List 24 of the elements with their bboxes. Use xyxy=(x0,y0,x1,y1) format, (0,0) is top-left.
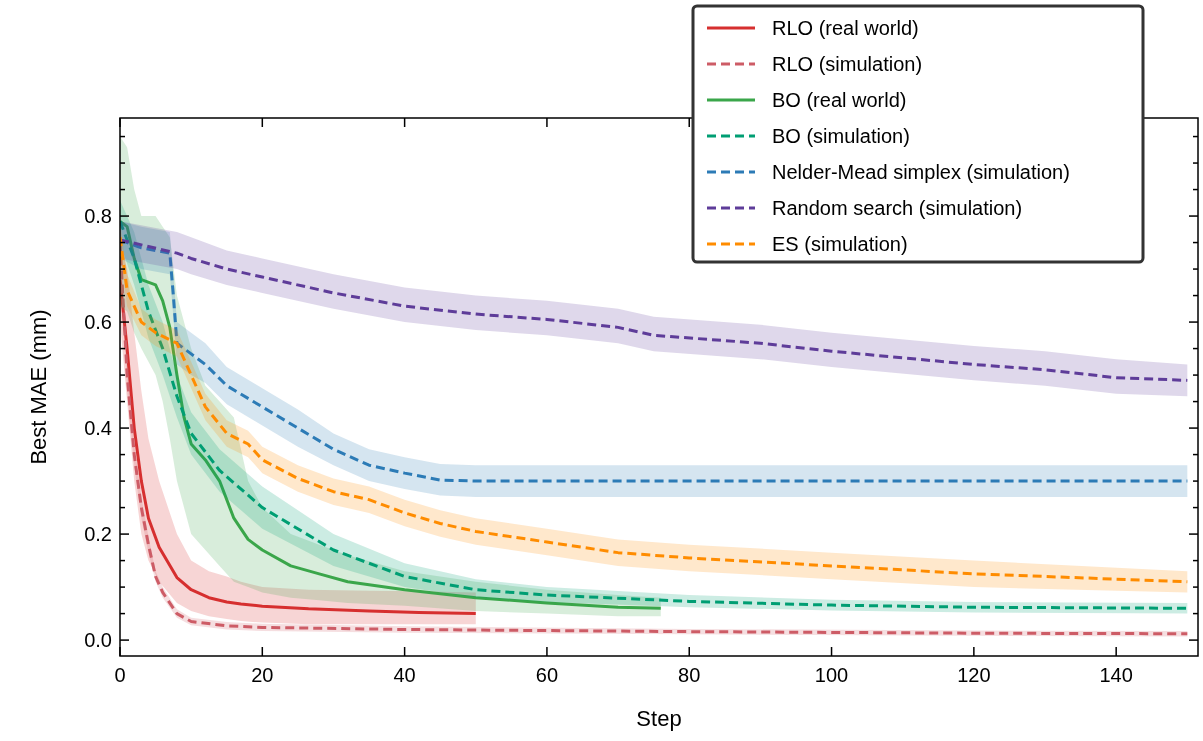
y-tick-label: 0.8 xyxy=(84,205,112,228)
x-axis-title: Step xyxy=(636,706,682,731)
x-tick-label: 80 xyxy=(678,664,701,686)
x-tick-label: 0 xyxy=(114,664,126,686)
line-series xyxy=(120,238,1189,382)
x-tick-label: 40 xyxy=(393,664,416,686)
legend-label: Nelder-Mead simplex (simulation) xyxy=(772,161,1070,183)
y-tick-label: 0.4 xyxy=(84,417,112,440)
legend-label: ES (simulation) xyxy=(772,233,908,255)
y-tick-label: 0.2 xyxy=(84,523,112,546)
legend-label: BO (real world) xyxy=(772,89,907,111)
x-tick-label: 100 xyxy=(814,664,849,686)
y-axis-title: Best MAE (mm) xyxy=(26,309,51,465)
legend-label: RLO (simulation) xyxy=(772,53,923,75)
y-tick-label: 0.6 xyxy=(84,311,112,334)
legend-label: RLO (real world) xyxy=(772,17,919,39)
legend-label: Random search (simulation) xyxy=(772,197,1023,219)
line-series xyxy=(120,219,663,610)
x-tick-label: 60 xyxy=(535,664,559,686)
x-tick-label: 140 xyxy=(1099,664,1133,686)
legend-label: BO (simulation) xyxy=(772,125,910,147)
x-tick-label: 20 xyxy=(251,664,274,686)
x-tick-label: 120 xyxy=(957,664,991,686)
y-tick-label: 0.0 xyxy=(84,629,112,652)
